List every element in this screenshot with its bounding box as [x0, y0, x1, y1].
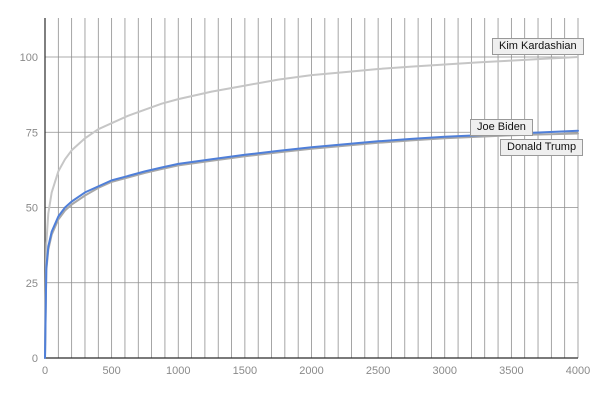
- series-label-joe-biden: Joe Biden: [470, 119, 533, 136]
- series-line-kim-kardashian: [44, 56, 579, 359]
- x-tick-label: 500: [102, 365, 120, 377]
- y-tick-label: 100: [20, 52, 38, 64]
- x-tick-label: 2500: [366, 365, 390, 377]
- series-label-kim-kardashian: Kim Kardashian: [492, 38, 584, 55]
- y-tick-label: 25: [26, 278, 38, 290]
- y-tick-label: 0: [32, 353, 38, 365]
- x-tick-label: 0: [42, 365, 48, 377]
- series-label-donald-trump: Donald Trump: [500, 139, 584, 156]
- y-tick-label: 75: [26, 127, 38, 139]
- x-tick-label: 2000: [299, 365, 323, 377]
- x-tick-label: 3500: [499, 365, 523, 377]
- series-line-joe-biden: [44, 129, 579, 359]
- x-tick-label: 1500: [233, 365, 257, 377]
- series-line-donald-trump: [44, 132, 579, 359]
- x-tick-label: 4000: [566, 365, 590, 377]
- y-tick-label: 50: [26, 203, 38, 215]
- x-tick-label: 3000: [433, 365, 457, 377]
- x-tick-label: 1000: [166, 365, 190, 377]
